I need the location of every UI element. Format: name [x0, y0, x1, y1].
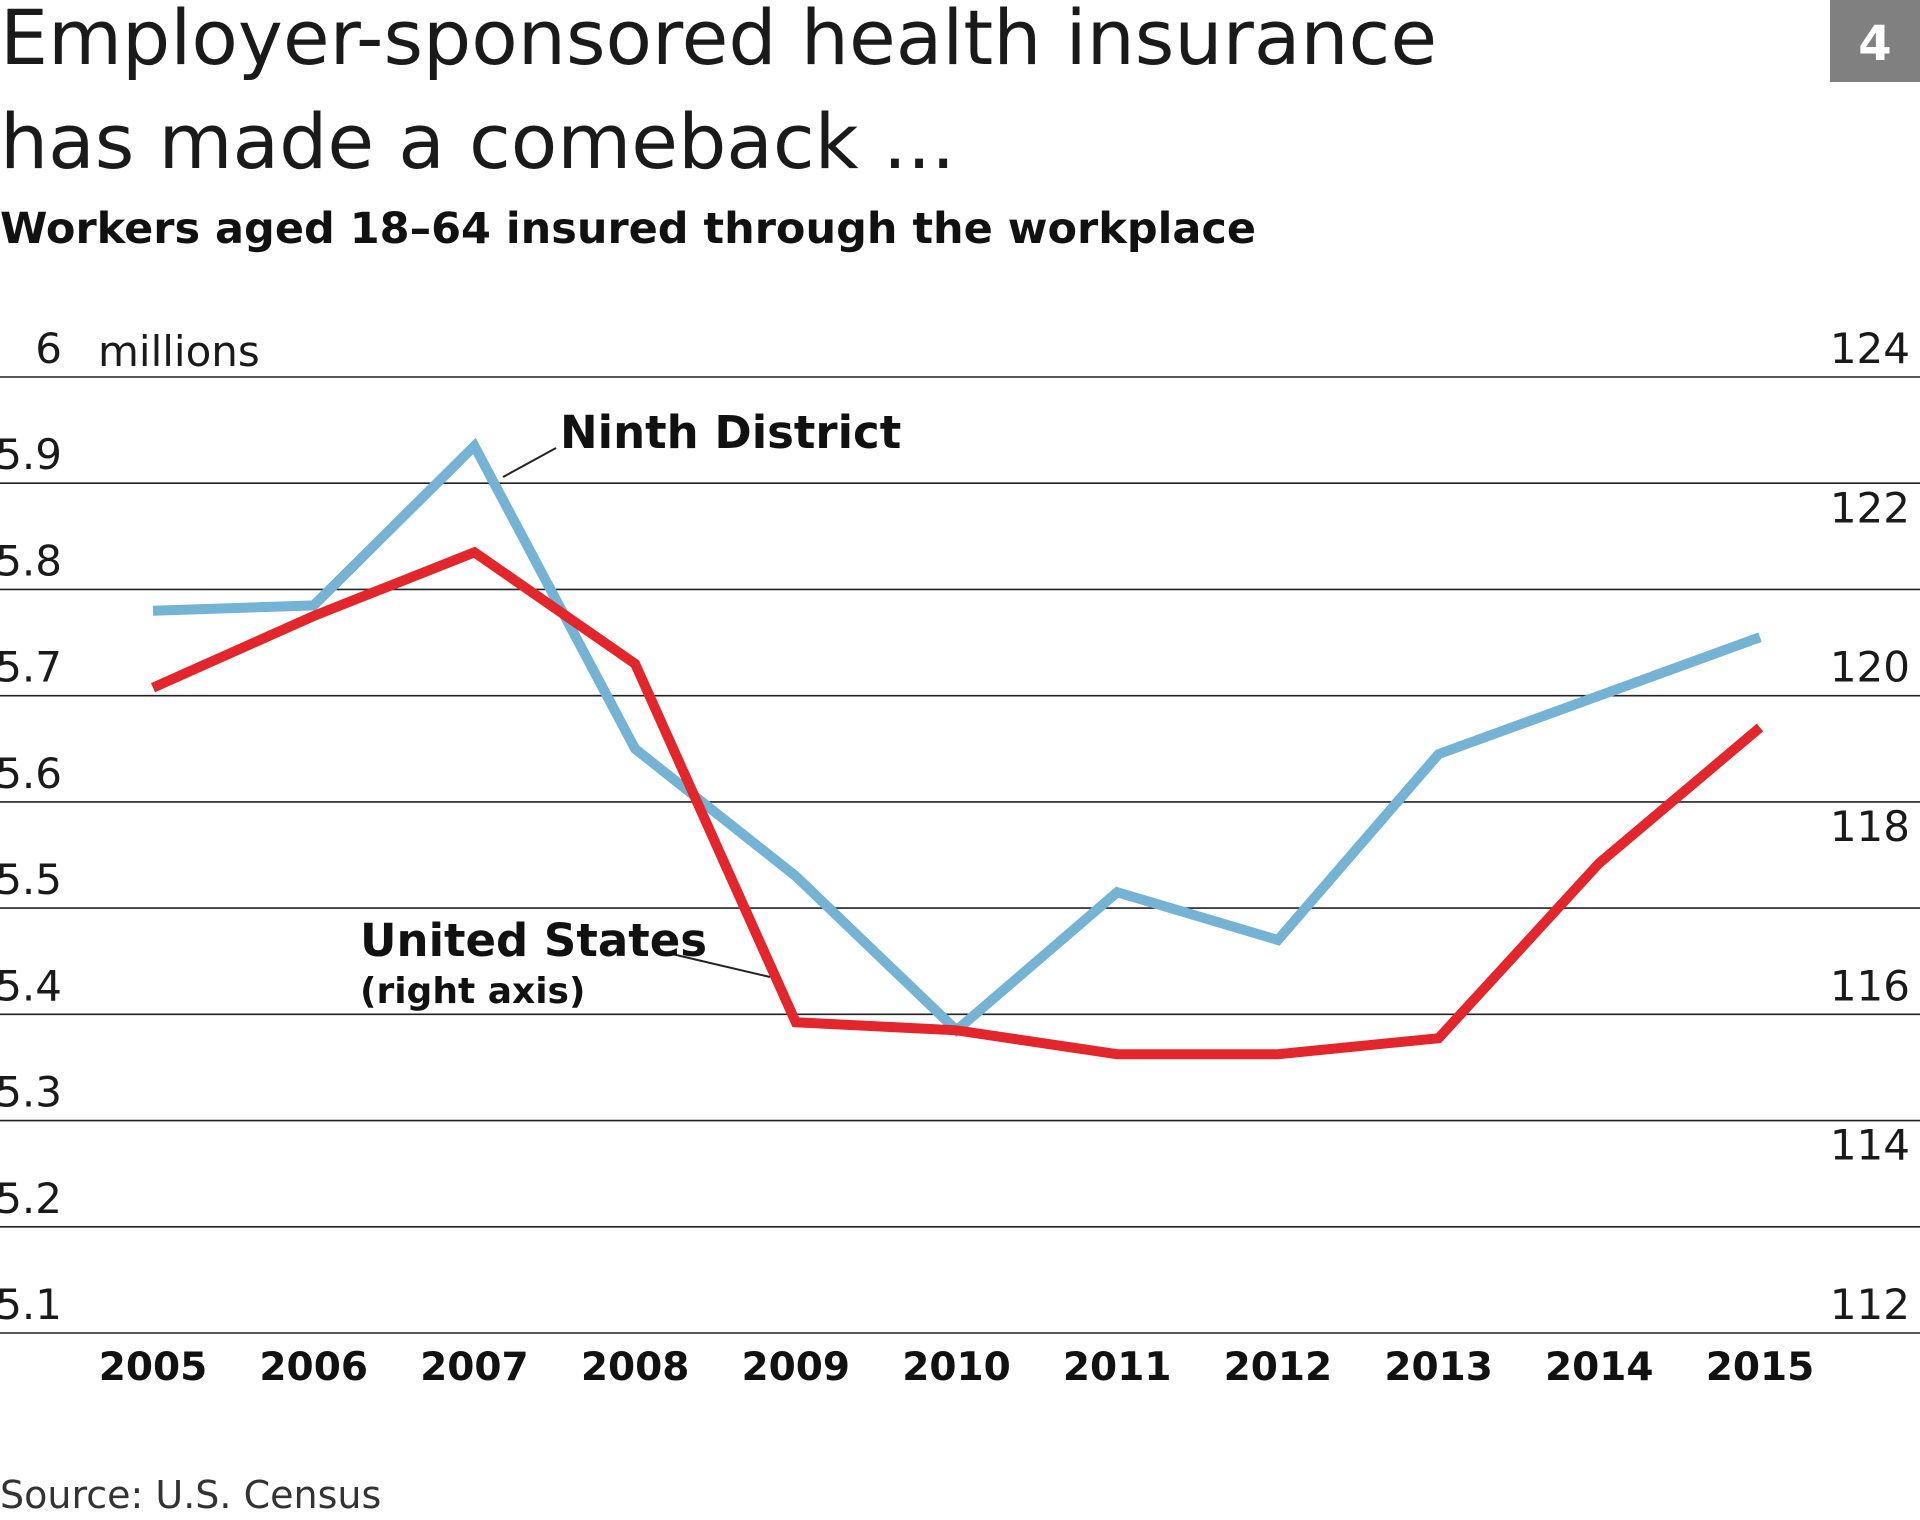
right-tick-label: 116 [1830, 961, 1910, 1010]
x-tick-label: 2010 [902, 1345, 1011, 1390]
x-tick-label: 2007 [420, 1345, 529, 1390]
united-states-line [150, 546, 1764, 1060]
united-states-label: United States [360, 914, 707, 967]
x-tick-label: 2005 [99, 1345, 208, 1390]
ninth-district-label: Ninth District [560, 406, 901, 459]
x-tick-label: 2014 [1545, 1345, 1654, 1390]
united-states-leader-line [671, 953, 771, 978]
united-states-axis-note: (right axis) [360, 971, 585, 1012]
right-tick-label: 112 [1830, 1280, 1910, 1329]
left-tick-label: 5.7 [0, 643, 62, 692]
left-tick-label: 5.4 [0, 961, 62, 1010]
figure-number: 4 [1858, 16, 1891, 72]
left-tick-label: 6 [35, 324, 62, 373]
left-tick-label: 5.1 [0, 1280, 62, 1329]
chart-title-line-2: has made a comeback ... [0, 97, 955, 186]
source-note: Source: U.S. Census [0, 1473, 381, 1517]
x-tick-label: 2011 [1063, 1345, 1172, 1390]
left-axis-unit-label: millions [98, 327, 260, 376]
x-tick-label: 2006 [259, 1345, 368, 1390]
x-tick-label: 2015 [1706, 1345, 1815, 1390]
x-axis-ticks: 2005 2006 2007 2008 2009 2010 2011 2012 2013 2014… [99, 1345, 1815, 1390]
right-axis-ticks: 124 122 120 118 116 114 112 [1830, 324, 1910, 1329]
x-tick-label: 2013 [1384, 1345, 1493, 1390]
left-tick-label: 5.3 [0, 1068, 62, 1117]
right-tick-label: 120 [1830, 643, 1910, 692]
x-tick-label: 2009 [742, 1345, 851, 1390]
left-tick-label: 5.9 [0, 430, 62, 479]
chart-title-line-1: Employer-sponsored health insurance [0, 0, 1437, 82]
ninth-district-leader-line [502, 447, 557, 478]
right-tick-label: 114 [1830, 1121, 1910, 1170]
series-lines [150, 437, 1764, 1060]
right-tick-label: 124 [1830, 324, 1910, 373]
chart-subtitle: Workers aged 18–64 insured through the w… [0, 204, 1256, 254]
left-axis-ticks: 6 5.9 5.8 5.7 5.6 5.5 5.4 5.3 5.2 5.1 [0, 324, 62, 1329]
left-tick-label: 5.5 [0, 855, 62, 904]
left-tick-label: 5.8 [0, 536, 62, 585]
right-tick-label: 122 [1830, 483, 1910, 532]
x-tick-label: 2012 [1224, 1345, 1333, 1390]
right-tick-label: 118 [1830, 802, 1910, 851]
gridlines [0, 376, 1920, 1334]
x-tick-label: 2008 [581, 1345, 690, 1390]
left-tick-label: 5.2 [0, 1174, 62, 1223]
figure-number-badge [1830, 0, 1920, 82]
left-tick-label: 5.6 [0, 749, 62, 798]
